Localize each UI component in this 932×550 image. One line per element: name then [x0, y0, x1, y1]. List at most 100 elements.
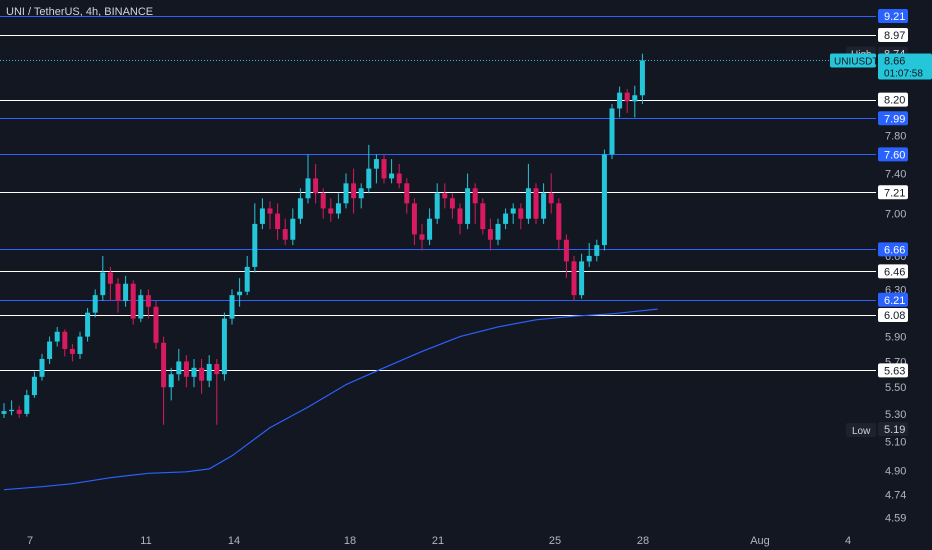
candle-body — [548, 193, 554, 204]
candle-body — [77, 336, 83, 354]
candle — [427, 208, 433, 246]
y-tick-label: 4.74 — [885, 489, 906, 501]
candle-body — [313, 178, 319, 194]
candle — [465, 173, 471, 230]
candle-body — [191, 367, 197, 377]
candle — [328, 198, 334, 222]
candle-body — [297, 198, 303, 219]
candle — [396, 163, 402, 189]
candle — [191, 358, 197, 388]
x-tick-label: 11 — [140, 535, 151, 547]
candle — [442, 183, 448, 209]
x-tick-label: 18 — [344, 535, 356, 547]
candle — [153, 300, 159, 349]
x-tick-label: 4 — [845, 535, 851, 547]
candle — [54, 326, 60, 347]
candle-body — [503, 213, 509, 224]
candle-body — [343, 183, 349, 204]
candle — [624, 89, 630, 113]
candle-body — [366, 168, 372, 189]
candle — [92, 289, 98, 318]
candle — [601, 149, 607, 251]
candle-body — [199, 367, 205, 381]
y-tick-label: 4.59 — [885, 512, 906, 524]
candle-body — [145, 295, 151, 307]
candle — [24, 389, 30, 417]
candle-body — [115, 283, 121, 301]
low-tag — [846, 422, 876, 437]
candle — [617, 86, 623, 118]
candle — [229, 289, 235, 325]
candle — [176, 348, 182, 381]
candle — [503, 208, 509, 230]
candle — [609, 104, 615, 160]
candle-body — [244, 266, 250, 292]
candle — [31, 371, 37, 398]
candle — [130, 280, 136, 325]
level-price-tag — [878, 308, 908, 322]
level-price-label: 7.21 — [884, 187, 905, 199]
candle — [556, 198, 562, 251]
candle-body — [396, 173, 402, 184]
candle-body — [411, 203, 417, 235]
candle — [282, 218, 288, 246]
y-tick-label: 5.30 — [885, 409, 906, 421]
candle — [472, 183, 478, 224]
candle-body — [389, 173, 395, 179]
candle — [145, 289, 151, 319]
candle-body — [69, 348, 75, 354]
candle — [404, 178, 410, 214]
candle-body — [465, 188, 471, 224]
candle — [313, 163, 319, 204]
candle-body — [138, 295, 144, 319]
candle-body — [62, 331, 68, 349]
low-price-label: 5.19 — [884, 424, 905, 436]
candle — [168, 367, 174, 401]
y-tick-label: 7.00 — [885, 209, 906, 221]
level-price-label: 9.21 — [884, 11, 905, 23]
candle-body — [556, 203, 562, 240]
candle-body — [85, 312, 91, 337]
x-tick-label: 28 — [637, 535, 649, 547]
candle-body — [624, 92, 630, 102]
level-price-label: 8.97 — [884, 30, 905, 42]
y-tick-label: 7.40 — [885, 169, 906, 181]
candle-body — [449, 198, 455, 209]
candle — [16, 405, 22, 418]
candle-body — [130, 283, 136, 319]
candle-body — [639, 60, 645, 96]
candle-body — [404, 183, 410, 204]
candle-body — [419, 234, 425, 240]
level-price-tag — [878, 363, 908, 378]
candle-body — [617, 92, 623, 109]
low-label: Low — [852, 426, 871, 437]
symbol-label: UNIUSDT — [834, 57, 878, 68]
candle — [107, 266, 113, 301]
candle — [214, 358, 220, 425]
candle-body — [518, 208, 524, 219]
candle — [39, 353, 45, 381]
candle-body — [434, 193, 440, 219]
candle-body — [320, 193, 326, 209]
y-tick-label: 7.80 — [885, 131, 906, 143]
candle-body — [305, 178, 311, 199]
y-tick-label: 5.50 — [885, 382, 906, 394]
level-price-tag — [878, 292, 908, 307]
candle-body — [594, 245, 600, 256]
candle-body — [31, 376, 37, 396]
candle — [161, 336, 167, 425]
candle-body — [472, 188, 478, 204]
candle — [381, 154, 387, 184]
candle-body — [214, 363, 220, 375]
level-price-label: 6.08 — [884, 310, 905, 322]
candle-body — [176, 361, 182, 375]
level-price-label: 6.66 — [884, 244, 905, 256]
candle — [480, 198, 486, 235]
candle-body — [16, 409, 22, 414]
candle-body — [39, 358, 45, 377]
candle-body — [533, 188, 539, 219]
candle-body — [161, 342, 167, 388]
candle — [351, 168, 357, 214]
level-price-tag — [878, 185, 908, 200]
